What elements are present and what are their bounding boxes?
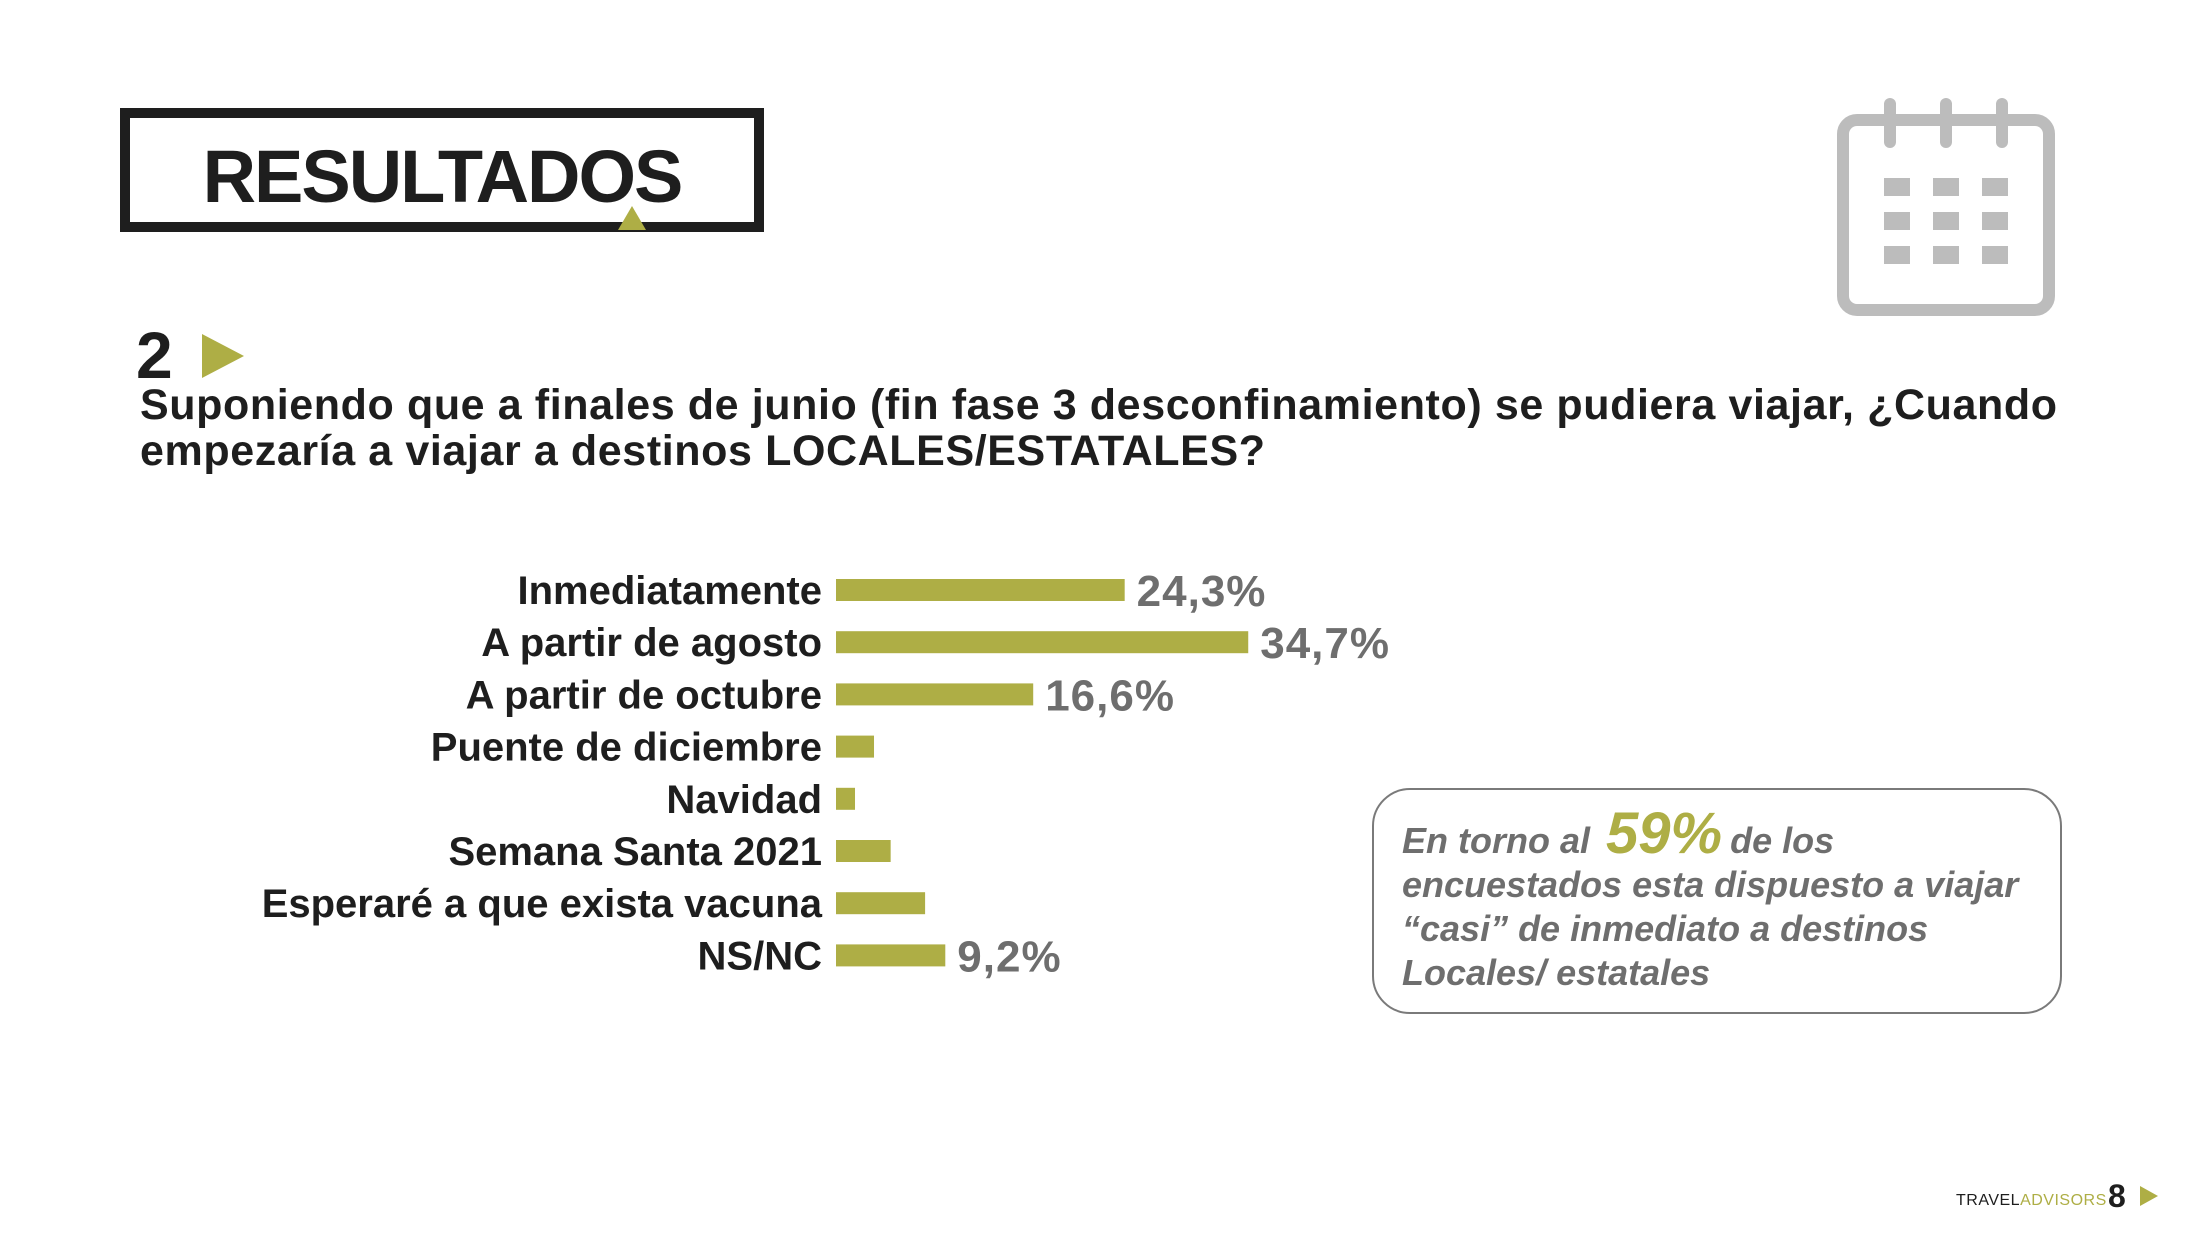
category-labels: Inmediatamente A partir de agosto A partir… (262, 569, 823, 978)
category-label: Esperaré a que exista vacuna (262, 882, 823, 926)
title-triangle-icon (618, 206, 646, 230)
value-label: 16,6% (1045, 671, 1175, 720)
callout-box: En torno al 59% de los encuestados esta di… (1372, 788, 2062, 1014)
bar (836, 735, 875, 758)
value-label: 9,2% (957, 932, 1061, 981)
bar (836, 892, 926, 915)
bar (836, 683, 1034, 706)
category-label: Puente de diciembre (431, 726, 822, 770)
bar (836, 631, 1249, 654)
category-label: NS/NC (698, 934, 822, 978)
bar (836, 787, 856, 810)
brand-part1: TRAVEL (1956, 1192, 2021, 1209)
category-label: Semana Santa 2021 (448, 830, 822, 874)
title-box: RESULTADOS (120, 108, 764, 232)
bar (836, 579, 1125, 601)
question-arrow-icon (202, 334, 244, 378)
category-label: A partir de agosto (481, 621, 822, 665)
brand-logo: TRAVELADVISORS (1956, 1192, 2107, 1210)
page-title: RESULTADOS (202, 135, 684, 218)
value-label: 24,3% (1137, 567, 1267, 616)
bars (836, 579, 1249, 967)
callout-prefix: En torno al (1402, 820, 1590, 861)
question-number: 2 (136, 318, 173, 392)
category-label: Navidad (666, 778, 822, 822)
value-label: 34,7% (1260, 619, 1390, 668)
bar (836, 840, 891, 862)
category-label: A partir de octubre (466, 673, 822, 717)
question-text: Suponiendo que a finales de junio (fin f… (140, 381, 2058, 475)
value-labels: 24,3%34,7% 16,6% 9,2% (957, 567, 1390, 981)
page-number: 8 (2108, 1178, 2126, 1214)
category-label: Inmediatamente (517, 569, 822, 613)
page-arrow-icon (2140, 1186, 2158, 1206)
calendar-icon (1837, 98, 2055, 316)
bar (836, 944, 946, 967)
callout-suffix: de los encuestados esta dispuesto a viaj… (1402, 820, 2019, 993)
callout-highlight: 59% (1606, 801, 1723, 866)
bar-chart: Inmediatamente A partir de agosto A partir… (262, 567, 1390, 981)
brand-part2: ADVISORS (2020, 1192, 2107, 1209)
